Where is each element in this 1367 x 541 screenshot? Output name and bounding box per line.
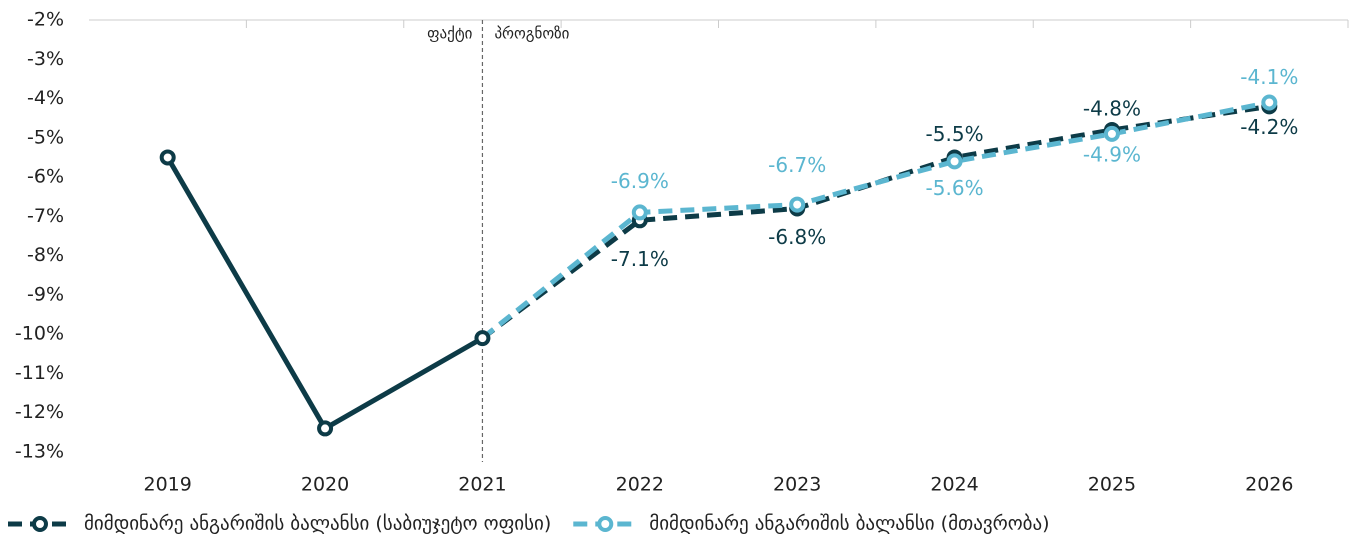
y-tick-label: -4% [27, 87, 64, 109]
y-tick-label: -13% [15, 441, 64, 463]
y-tick-label: -12% [15, 401, 64, 423]
x-tick-label: 2025 [1088, 474, 1136, 496]
y-tick-label: -7% [27, 205, 64, 227]
data-label: -5.5% [926, 122, 984, 146]
data-label: -7.1% [611, 247, 669, 271]
forecast-line [480, 103, 1270, 341]
marker [1261, 94, 1278, 111]
marker [946, 153, 963, 170]
x-tick-label: 2026 [1245, 474, 1293, 496]
data-label: -6.7% [768, 153, 826, 177]
marker [1103, 125, 1120, 142]
data-label: -4.2% [1240, 115, 1298, 139]
data-label: -5.6% [926, 176, 984, 200]
x-tick-label: 2022 [616, 474, 664, 496]
annotation: ფაქტი [427, 25, 473, 43]
x-tick-label: 2024 [930, 474, 978, 496]
y-tick-label: -11% [15, 362, 64, 384]
actual-line [165, 156, 484, 431]
annotation: პროგნოზი [494, 25, 569, 43]
y-tick-label: -10% [15, 323, 64, 345]
legend-label: მიმდინარე ანგარიშის ბალანსი (მთავრობა) [649, 513, 1049, 535]
marker [317, 420, 334, 437]
y-tick-label: -6% [27, 166, 64, 188]
data-label: -6.9% [611, 169, 669, 193]
x-tick-label: 2020 [301, 474, 349, 496]
x-tick-label: 2021 [458, 474, 506, 496]
y-tick-label: -5% [27, 126, 64, 148]
y-tick-label: -9% [27, 283, 64, 305]
data-label: -4.9% [1083, 142, 1141, 166]
data-label: -6.8% [768, 225, 826, 249]
data-label: -4.8% [1083, 96, 1141, 120]
y-tick-label: -8% [27, 244, 64, 266]
marker [789, 196, 806, 213]
forecast-line [480, 100, 1270, 341]
y-tick-label: -2% [27, 9, 64, 31]
marker [474, 330, 491, 347]
x-tick-label: 2023 [773, 474, 821, 496]
data-label: -4.1% [1240, 65, 1298, 89]
marker [159, 149, 176, 166]
legend-label: მიმდინარე ანგარიშის ბალანსი (საბიუჯეტო ო… [84, 513, 551, 535]
x-tick-label: 2019 [144, 474, 192, 496]
legend-marker [32, 516, 48, 532]
y-tick-label: -3% [27, 48, 64, 70]
legend-marker [597, 516, 614, 532]
marker [631, 204, 648, 221]
